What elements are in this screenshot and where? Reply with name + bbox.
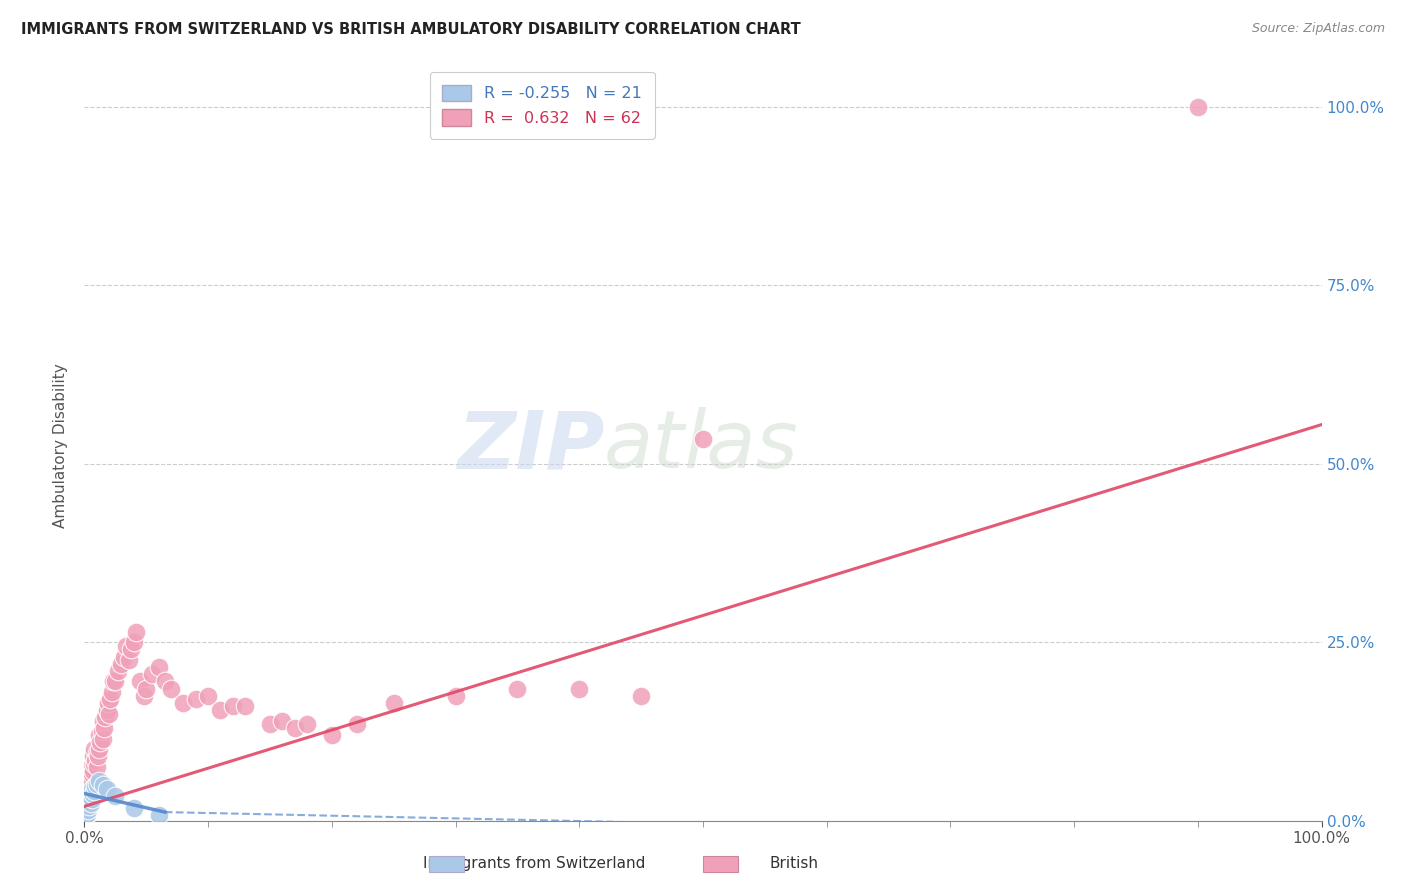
Point [115,639,138,653]
Point [630,689,652,703]
Point [382,696,405,710]
Point [80,767,103,781]
Point [83,742,105,756]
Point [86,776,108,790]
Point [148,660,170,674]
Point [96,703,118,717]
Text: Immigrants from Switzerland: Immigrants from Switzerland [423,856,645,871]
Point [568,681,591,696]
Point [98,692,121,706]
Point [110,657,132,671]
Point [90,724,112,739]
Point [153,674,176,689]
Point [84,780,107,794]
Point [222,699,245,714]
Point [77,792,100,806]
Point [79,796,101,810]
Point [89,735,111,749]
Point [98,706,121,721]
Point [89,774,111,789]
Point [91,778,114,792]
Point [80,781,103,796]
Point [101,674,124,689]
Point [209,703,232,717]
Point [122,801,145,815]
Point [89,742,111,756]
Point [104,789,127,803]
Point [97,696,120,710]
Point [160,681,183,696]
Point [83,783,105,797]
Point [271,714,294,728]
Point [107,664,129,678]
Point [172,696,194,710]
Point [79,799,101,814]
Point [84,753,107,767]
Text: ZIP: ZIP [457,407,605,485]
Point [82,749,104,764]
Point [76,806,98,821]
Point [75,810,97,824]
Point [118,653,141,667]
Point [295,717,318,731]
Point [444,689,467,703]
Point [83,756,105,771]
Point [89,728,111,742]
Point [122,635,145,649]
Point [86,746,108,760]
Point [141,667,163,681]
Point [259,717,281,731]
Point [112,649,135,664]
Point [284,721,307,735]
Point [93,721,115,735]
Point [82,764,104,778]
Point [1187,100,1209,114]
Point [120,642,142,657]
Text: atlas: atlas [605,407,799,485]
Text: Source: ZipAtlas.com: Source: ZipAtlas.com [1251,22,1385,36]
Text: IMMIGRANTS FROM SWITZERLAND VS BRITISH AMBULATORY DISABILITY CORRELATION CHART: IMMIGRANTS FROM SWITZERLAND VS BRITISH A… [21,22,801,37]
Point [79,760,101,774]
Point [132,689,155,703]
Point [80,792,103,806]
Point [79,774,101,789]
Point [148,808,170,822]
Point [129,674,152,689]
Point [104,674,127,689]
Point [79,781,101,796]
Point [692,432,714,446]
Point [506,681,529,696]
Point [233,699,256,714]
Point [321,728,343,742]
Point [125,624,148,639]
Point [79,785,101,799]
Y-axis label: Ambulatory Disability: Ambulatory Disability [53,364,69,528]
Text: British: British [770,856,818,871]
Point [91,731,114,746]
Point [86,760,108,774]
Point [197,689,219,703]
Point [94,710,117,724]
Point [346,717,368,731]
Point [184,692,207,706]
Point [91,714,114,728]
Point [77,771,100,785]
Point [79,789,101,803]
Point [76,796,98,810]
Point [77,803,100,817]
Point [96,781,118,796]
Legend: R = -0.255   N = 21, R =  0.632   N = 62: R = -0.255 N = 21, R = 0.632 N = 62 [430,72,655,138]
Point [100,685,122,699]
Point [135,681,157,696]
Point [87,749,110,764]
Point [82,787,104,801]
